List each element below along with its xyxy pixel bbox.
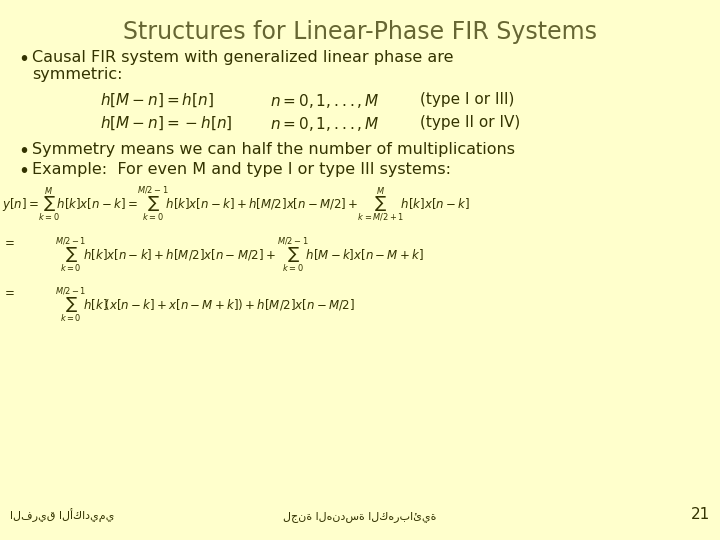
Text: Structures for Linear-Phase FIR Systems: Structures for Linear-Phase FIR Systems <box>123 20 597 44</box>
Text: •: • <box>18 162 29 181</box>
Text: Example:  For even M and type I or type III systems:: Example: For even M and type I or type I… <box>32 162 451 177</box>
Text: $\sum_{k=0}^{M/2-1}\!h[k]x[n-k]+h[M/2]x[n-M/2]+\sum_{k=0}^{M/2-1}\!h[M-k]x[n-M+k: $\sum_{k=0}^{M/2-1}\!h[k]x[n-k]+h[M/2]x[… <box>55 235 424 274</box>
Text: $y[n]=\!\sum_{k=0}^{M}\!h[k]x[n-k]=\!\sum_{k=0}^{M/2-1}\!h[k]x[n-k]+h[M/2]x[n-M/: $y[n]=\!\sum_{k=0}^{M}\!h[k]x[n-k]=\!\su… <box>2 185 470 224</box>
Text: لجنة الهندسة الكهربائية: لجنة الهندسة الكهربائية <box>283 511 437 522</box>
Text: $=$: $=$ <box>2 285 15 298</box>
Text: 21: 21 <box>690 507 710 522</box>
Text: $h[M-n] = -h[n]$: $h[M-n] = -h[n]$ <box>100 115 233 132</box>
Text: Symmetry means we can half the number of multiplications: Symmetry means we can half the number of… <box>32 142 515 157</box>
Text: (type II or IV): (type II or IV) <box>420 115 521 130</box>
Text: $=$: $=$ <box>2 235 15 248</box>
Text: $n = 0,1,...,M$: $n = 0,1,...,M$ <box>270 115 379 133</box>
Text: (type I or III): (type I or III) <box>420 92 514 107</box>
Text: $\sum_{k=0}^{M/2-1}\!h[k]\!\left(x[n-k]+x[n-M+k]\right)+h[M/2]x[n-M/2]$: $\sum_{k=0}^{M/2-1}\!h[k]\!\left(x[n-k]+… <box>55 285 355 325</box>
Text: •: • <box>18 142 29 161</box>
Text: $n = 0,1,...,M$: $n = 0,1,...,M$ <box>270 92 379 110</box>
Text: •: • <box>18 50 29 69</box>
Text: $h[M-n] = h[n]$: $h[M-n] = h[n]$ <box>100 92 214 110</box>
Text: symmetric:: symmetric: <box>32 67 122 82</box>
Text: Causal FIR system with generalized linear phase are: Causal FIR system with generalized linea… <box>32 50 454 65</box>
Text: الفريق الأكاديمي: الفريق الأكاديمي <box>10 508 114 522</box>
